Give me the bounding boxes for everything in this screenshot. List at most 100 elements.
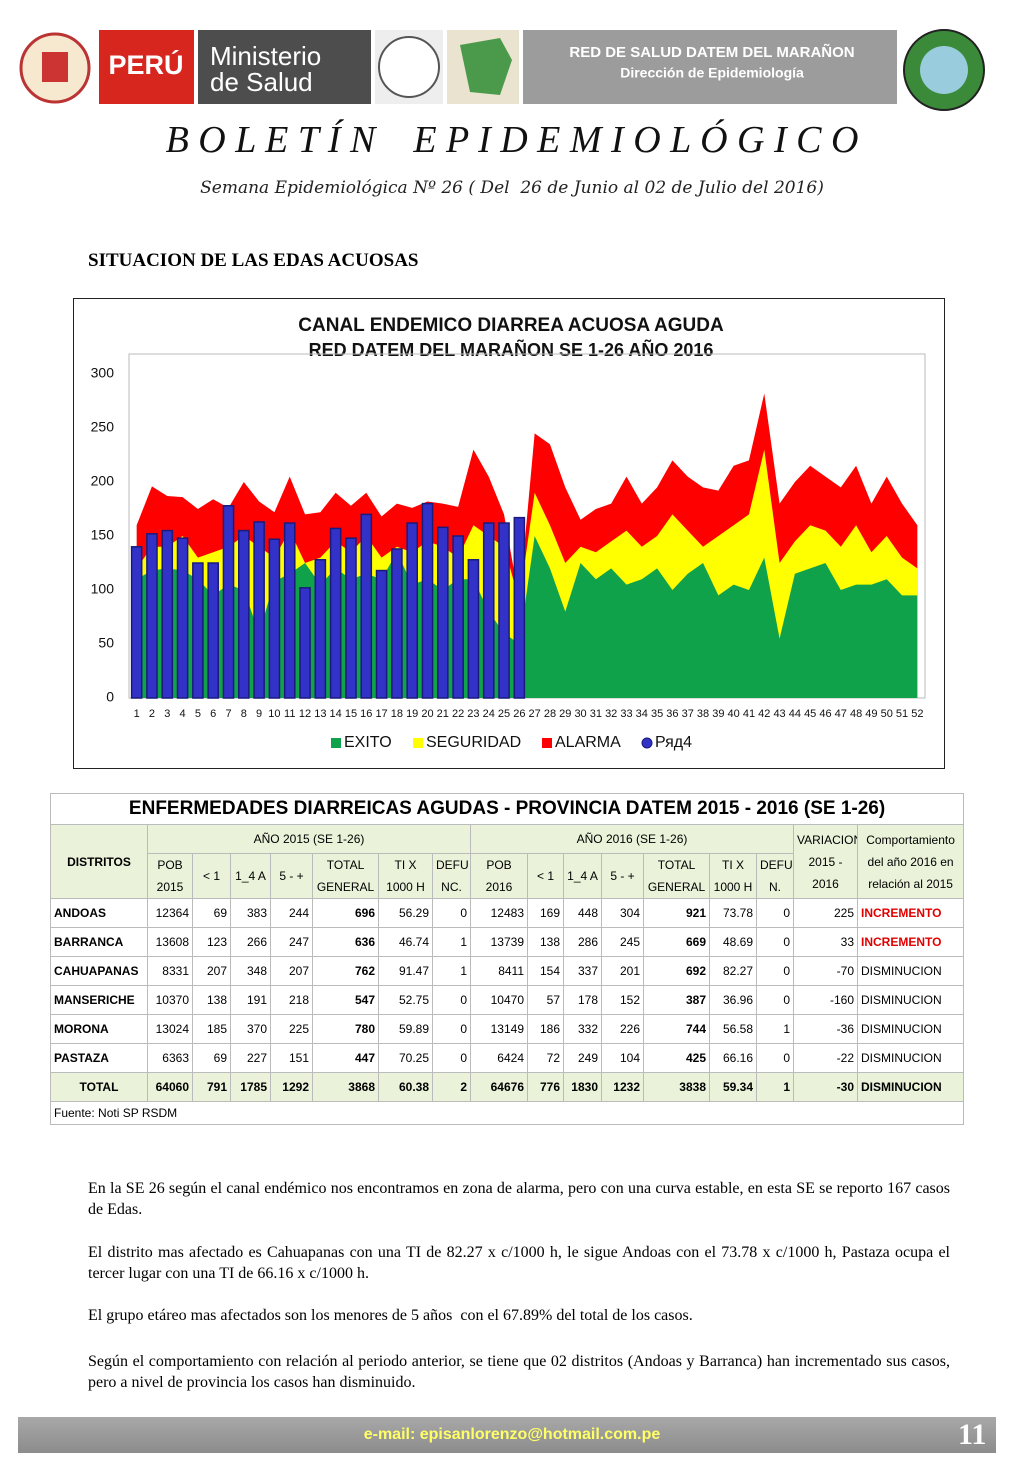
table-cell: 201 — [601, 956, 644, 986]
bar — [329, 527, 342, 699]
table-cell: 59.89 — [378, 1014, 433, 1044]
x-tick-label: 29 — [559, 708, 571, 720]
table-cell: 33 — [793, 927, 858, 957]
paragraph: El distrito mas afectado es Cahuapanas c… — [88, 1244, 954, 1282]
table-cell: 186 — [527, 1014, 564, 1044]
x-tick-label: 22 — [452, 708, 464, 720]
footer-bar — [18, 1417, 996, 1453]
y-tick-label: 200 — [91, 473, 115, 489]
paragraph: El grupo etáreo mas afectados son los me… — [88, 1307, 693, 1324]
x-tick-label: 4 — [180, 708, 186, 720]
table-cell: 0 — [432, 1043, 471, 1073]
table-cell: 207 — [192, 956, 231, 986]
table-cell: 225 — [793, 898, 858, 928]
table-cell: 151 — [270, 1043, 313, 1073]
x-tick-label: 9 — [256, 708, 262, 720]
header-cell: 5 - + — [601, 853, 644, 899]
y-tick-label: 300 — [91, 365, 115, 381]
y-tick-label: 250 — [91, 419, 115, 435]
table-cell: 0 — [432, 985, 471, 1015]
header-cell: 1_4 A — [563, 853, 602, 899]
table-cell: 2 — [432, 1072, 471, 1102]
bar — [498, 522, 510, 699]
bar — [161, 529, 174, 699]
renace-logo — [378, 36, 440, 98]
table-cell: MANSERICHE — [50, 985, 148, 1015]
x-tick-label: 26 — [513, 708, 525, 720]
table-cell: 6363 — [147, 1043, 193, 1073]
header-cell: DISTRITOS — [50, 824, 148, 899]
table-cell: 1830 — [563, 1072, 602, 1102]
table-cell: 744 — [643, 1014, 710, 1044]
dge-logo — [460, 38, 512, 95]
chart-title: CANAL ENDEMICO DIARREA ACUOSA AGUDA — [298, 315, 724, 336]
table-cell: 91.47 — [378, 956, 433, 986]
bar — [391, 548, 403, 699]
table-cell: 46.74 — [378, 927, 433, 957]
x-tick-label: 38 — [697, 708, 709, 720]
table-cell: 8411 — [470, 956, 528, 986]
table-cell: 12483 — [470, 898, 528, 928]
x-tick-label: 24 — [483, 708, 495, 720]
legend-label: SEGURIDAD — [426, 734, 521, 751]
x-tick-label: 1 — [134, 708, 140, 720]
page-number: 11 — [958, 1418, 987, 1451]
bar — [222, 505, 235, 699]
x-tick-label: 30 — [574, 708, 586, 720]
table-cell: 0 — [756, 985, 794, 1015]
peru-label: PERÚ — [108, 49, 183, 80]
x-tick-label: 43 — [773, 708, 785, 720]
bar — [482, 522, 495, 699]
table-cell: 178 — [563, 985, 602, 1015]
x-tick-label: 33 — [620, 708, 632, 720]
bar — [268, 538, 281, 699]
bar — [283, 522, 296, 699]
table-cell: 13149 — [470, 1014, 528, 1044]
header-cell: DEFU NC. — [432, 853, 471, 899]
table-cell: 1 — [432, 927, 471, 957]
x-tick-label: 25 — [498, 708, 510, 720]
table-cell: 10370 — [147, 985, 193, 1015]
paragraph: Según el comportamiento con relación al … — [88, 1353, 958, 1391]
header-cell: TOTAL GENERAL — [643, 853, 710, 899]
table-cell: 1 — [756, 1014, 794, 1044]
x-tick-label: 13 — [314, 708, 326, 720]
table-cell: 48.69 — [709, 927, 757, 957]
source-row: Fuente: Noti SP RSDM — [49, 1101, 965, 1125]
table-source: Fuente: Noti SP RSDM — [49, 1101, 965, 1125]
footer-email: e-mail: episanlorenzo@hotmail.com.pe — [363, 1426, 661, 1443]
peru-box — [99, 30, 194, 104]
table-row: ANDOAS 12364 69 383 244 696 56.29 0 12483 169 448 3… — [50, 898, 965, 928]
table-cell: 3868 — [312, 1072, 379, 1102]
bar — [176, 537, 189, 699]
bar — [192, 562, 204, 699]
x-tick-label: 51 — [896, 708, 908, 720]
x-tick-label: 50 — [881, 708, 893, 720]
header-cell: DEFU N. — [756, 853, 794, 899]
x-tick-label: 34 — [636, 708, 648, 720]
table-cell: 0 — [756, 898, 794, 928]
x-tick-label: 18 — [391, 708, 403, 720]
table-cell: 692 — [643, 956, 710, 986]
table-cell: 448 — [563, 898, 602, 928]
bar — [360, 513, 373, 699]
table-row: BARRANCA 13608 123 266 247 636 46.74 1 13739 138 2… — [50, 927, 965, 957]
chart-subtitle: RED DATEM DEL MARAÑON SE 1-26 AÑO 2016 — [309, 339, 714, 360]
table-row: MANSERICHE 10370 138 191 218 547 52.75 0 10470 57… — [50, 985, 965, 1015]
bulletin-title: B O L E T Í N E P I D E M I O L Ó G I C … — [165, 119, 859, 161]
table-cell: 154 — [527, 956, 564, 986]
x-tick-label: 21 — [437, 708, 449, 720]
table-cell: 207 — [270, 956, 313, 986]
table-cell: 191 — [230, 985, 271, 1015]
table-cell: 226 — [601, 1014, 644, 1044]
table-cell: BARRANCA — [50, 927, 148, 957]
table-cell: 3838 — [643, 1072, 710, 1102]
table-row: MORONA 13024 185 370 225 780 59.89 0 13149 186 332… — [50, 1014, 965, 1044]
table-cell: 0 — [756, 1043, 794, 1073]
x-tick-label: 28 — [544, 708, 556, 720]
table-cell: 8331 — [147, 956, 193, 986]
table-cell: -22 — [793, 1043, 858, 1073]
bar — [345, 537, 357, 699]
x-tick-label: 41 — [743, 708, 755, 720]
